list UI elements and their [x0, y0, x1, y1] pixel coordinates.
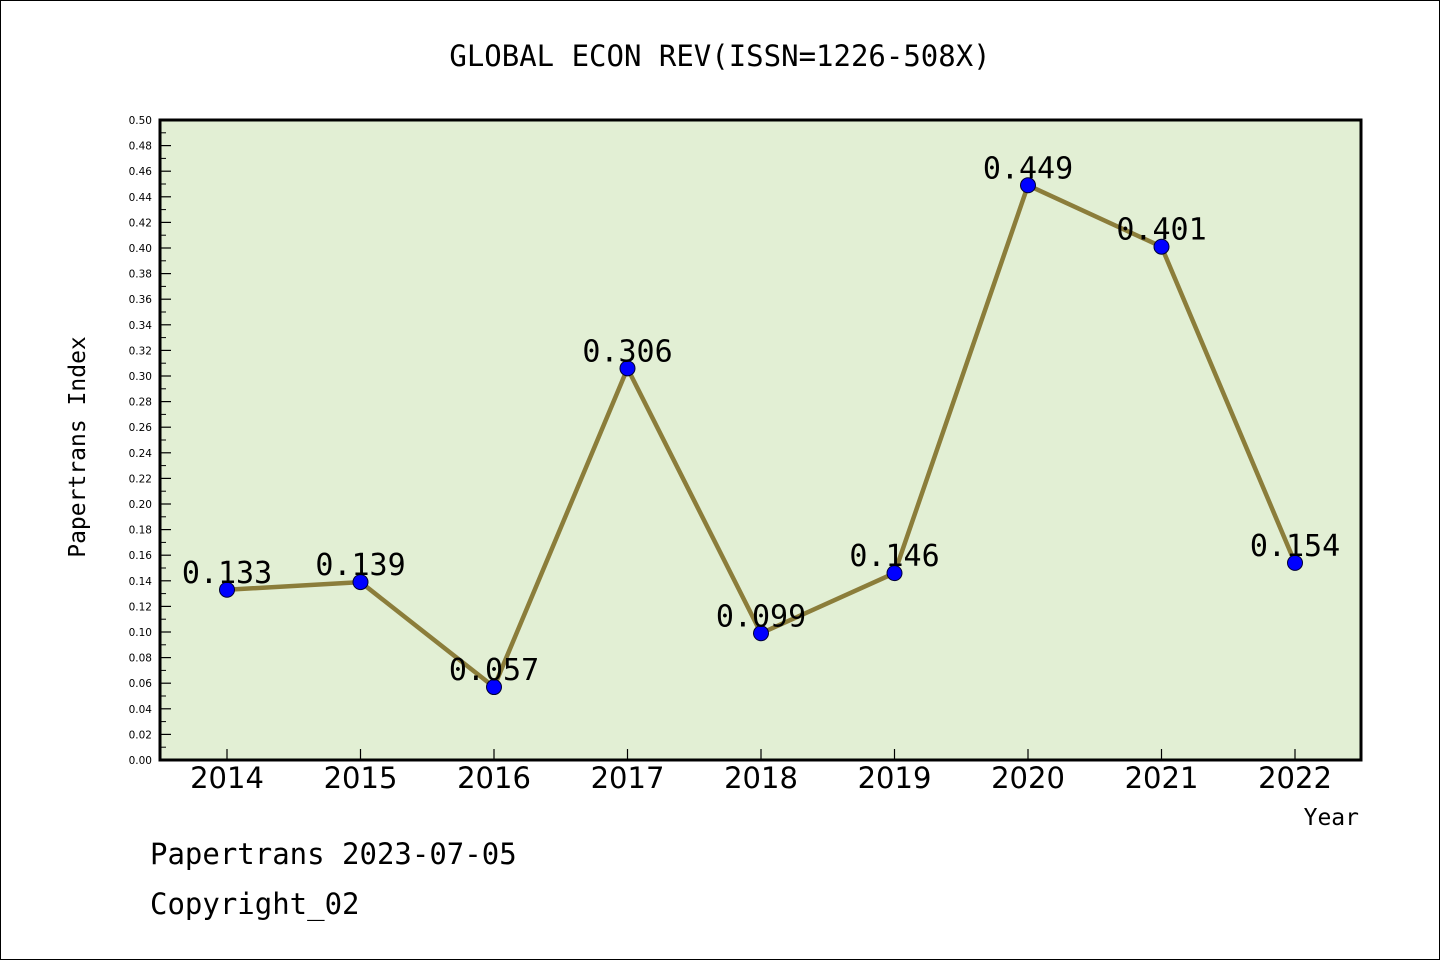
x-tick-label: 2022: [1258, 761, 1332, 795]
footer-credit: Papertrans 2023-07-05: [150, 837, 517, 871]
data-label: 0.139: [315, 548, 405, 583]
y-tick-label: 0.10: [129, 627, 152, 639]
x-tick-label: 2020: [991, 761, 1065, 795]
y-tick-label: 0.26: [129, 422, 153, 434]
y-tick-label: 0.18: [129, 525, 152, 537]
data-point: [486, 679, 502, 696]
data-point: [886, 565, 903, 582]
data-series: 0.133 0.139 0.057 0.306 0.099 0.146 0.449 0.401…: [182, 151, 1340, 696]
data-label: 0.449: [983, 151, 1073, 186]
data-point: [1153, 238, 1170, 255]
y-tick-label: 0.38: [129, 269, 152, 281]
x-tick-label: 2017: [591, 761, 665, 795]
y-tick-label: 0.42: [129, 217, 152, 229]
y-tick-label: 0.36: [129, 294, 153, 306]
data-point: [219, 581, 235, 598]
x-axis: 2014 2015 2016 2017 2018 2019 2020 2021 2022: [190, 749, 1332, 795]
y-tick-label: 0.04: [129, 704, 153, 716]
x-tick-label: 2021: [1125, 761, 1199, 795]
y-tick-label: 0.24: [129, 448, 153, 460]
y-tick-label: 0.06: [129, 678, 153, 690]
y-tick-label: 0.12: [129, 601, 152, 613]
chart-title: GLOBAL ECON REV(ISSN=1226-508X): [449, 39, 990, 73]
y-tick-label: 0.32: [129, 345, 152, 357]
data-label: 0.306: [582, 334, 672, 369]
data-point: [1287, 554, 1303, 571]
data-point: [1020, 177, 1036, 194]
data-label: 0.401: [1116, 213, 1206, 248]
data-point: [753, 625, 769, 642]
y-tick-label: 0.28: [129, 397, 152, 409]
y-tick-label: 0.34: [129, 320, 153, 332]
y-tick-label: 0.44: [129, 192, 153, 204]
y-tick-label: 0.08: [129, 653, 152, 665]
x-axis-label: Year: [1304, 805, 1359, 831]
data-label: 0.154: [1250, 529, 1340, 564]
data-label: 0.133: [182, 556, 272, 591]
y-tick-label: 0.20: [129, 499, 152, 511]
data-label: 0.057: [449, 653, 539, 688]
y-tick-label: 0.22: [129, 473, 152, 485]
y-tick-label: 0.16: [129, 550, 153, 562]
y-tick-label: 0.02: [129, 729, 152, 741]
y-tick-label: 0.40: [129, 243, 152, 255]
x-tick-label: 2018: [724, 761, 798, 795]
y-tick-label: 0.30: [129, 371, 152, 383]
y-axis: 0.00 0.02 0.04 0.06 0.08 0.10 0.12 0.14 0.16 0.18…: [129, 115, 171, 767]
y-axis-label: Papertrans Index: [65, 336, 91, 558]
data-label: 0.099: [716, 599, 806, 634]
data-point: [352, 574, 369, 591]
x-tick-label: 2019: [858, 761, 932, 795]
data-label: 0.146: [849, 539, 939, 574]
y-tick-label: 0.00: [129, 755, 152, 767]
plot-area: [158, 118, 1363, 762]
x-tick-label: 2016: [457, 761, 531, 795]
x-tick-label: 2014: [190, 761, 264, 795]
x-tick-label: 2015: [324, 761, 398, 795]
footer-copyright: Copyright_02: [150, 887, 360, 922]
y-tick-label: 0.46: [129, 166, 153, 178]
data-point: [619, 360, 636, 377]
y-tick-label: 0.50: [129, 115, 152, 127]
y-tick-label: 0.48: [129, 141, 152, 153]
y-tick-label: 0.14: [129, 576, 153, 588]
